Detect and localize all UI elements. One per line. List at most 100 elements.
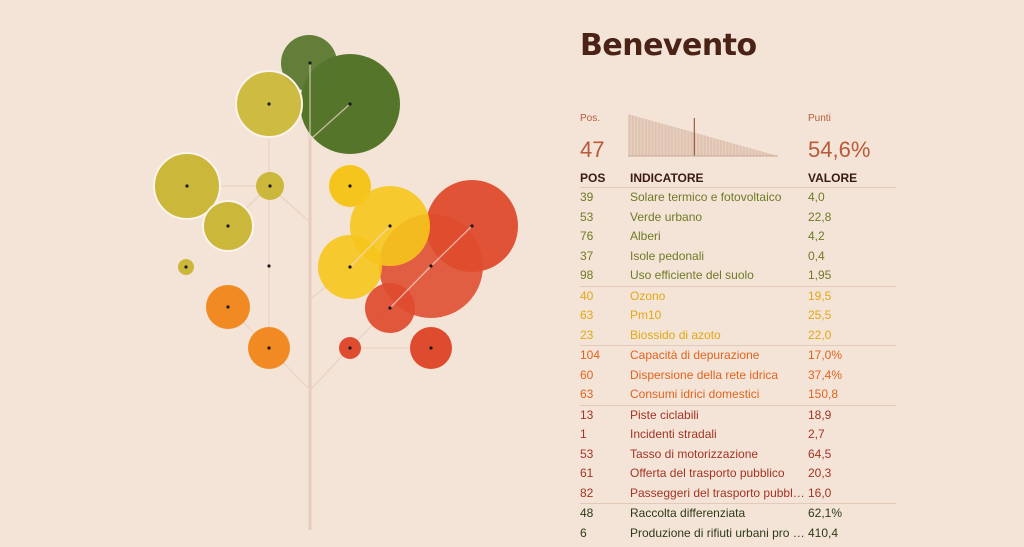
row-pos: 53 <box>580 209 594 224</box>
row-indicator: Passeggeri del trasporto pubblico <box>630 485 806 500</box>
table-row: 63 Consumi idrici domestici 150,8 <box>580 385 896 405</box>
table-row: 53 Tasso di motorizzazione 64,5 <box>580 445 896 465</box>
row-value: 62,1% <box>808 506 843 520</box>
node-dot <box>308 61 312 65</box>
row-pos: 40 <box>580 288 594 303</box>
row-pos: 39 <box>580 190 594 204</box>
row-pos: 53 <box>580 446 594 461</box>
row-indicator: Pm10 <box>630 308 662 322</box>
row-pos: 61 <box>580 466 594 480</box>
row-value: 17,0% <box>808 348 843 362</box>
row-value: 20,3 <box>808 466 832 480</box>
row-indicator: Alberi <box>630 229 661 243</box>
header-divider <box>580 187 896 188</box>
table-row: 60 Dispersione della rete idrica 37,4% <box>580 366 896 386</box>
node-dot <box>429 346 433 350</box>
row-indicator: Capacità di depurazione <box>630 348 760 362</box>
row-value: 22,0 <box>808 327 832 342</box>
row-value: 2,7 <box>808 427 825 441</box>
city-panel: Benevento Pos. 47 Punti 54,6% POS INDICA… <box>580 0 900 547</box>
table-row: 23 Biossido di azoto 22,0 <box>580 326 896 346</box>
node-dot <box>184 265 188 269</box>
table-row: 48 Raccolta differenziata 62,1% <box>580 503 896 524</box>
tree-node-dots <box>184 61 474 350</box>
node-dot <box>267 346 271 350</box>
row-value: 410,4 <box>808 525 839 540</box>
tree-branch-overlay <box>311 103 351 139</box>
header-indicator: INDICATORE <box>630 171 704 185</box>
row-indicator: Offerta del trasporto pubblico <box>630 466 785 480</box>
table-row: 6 Produzione di rifiuti urbani pro capite… <box>580 524 896 544</box>
bubble-tree-chart <box>153 35 518 530</box>
row-indicator: Verde urbano <box>630 209 703 224</box>
node-dot <box>226 224 230 228</box>
row-pos: 60 <box>580 367 594 382</box>
row-value: 16,0 <box>808 485 832 500</box>
row-indicator: Raccolta differenziata <box>630 506 746 520</box>
node-dot <box>348 265 352 269</box>
row-indicator: Biossido di azoto <box>630 327 721 342</box>
row-value: 19,5 <box>808 288 832 303</box>
table-row: 53 Verde urbano 22,8 <box>580 208 896 228</box>
indicator-table: 39 Solare termico e fotovoltaico 4,0 53 Verd… <box>580 188 896 543</box>
row-indicator: Solare termico e fotovoltaico <box>630 190 782 204</box>
node-dot <box>429 264 433 268</box>
city-title: Benevento <box>580 28 757 63</box>
node-dot <box>267 102 271 106</box>
table-row: 61 Offerta del trasporto pubblico 20,3 <box>580 464 896 484</box>
row-pos: 98 <box>580 268 594 282</box>
node-dot <box>268 184 272 188</box>
row-indicator: Uso efficiente del suolo <box>630 268 754 282</box>
row-pos: 63 <box>580 387 594 401</box>
row-value: 150,8 <box>808 387 839 401</box>
points-label: Punti <box>808 113 831 124</box>
table-row: 98 Uso efficiente del suolo 1,95 <box>580 266 896 286</box>
table-row: 63 Pm10 25,5 <box>580 306 896 326</box>
row-value: 18,9 <box>808 407 832 422</box>
node-dot <box>226 305 230 309</box>
node-dot <box>348 102 352 106</box>
ranking-distribution-chart <box>628 114 778 157</box>
header-pos: POS <box>580 171 606 185</box>
row-value: 64,5 <box>808 446 832 461</box>
row-indicator: Piste ciclabili <box>630 407 699 422</box>
row-value: 22,8 <box>808 209 832 224</box>
row-indicator: Dispersione della rete idrica <box>630 367 779 382</box>
row-indicator: Isole pedonali <box>630 248 705 263</box>
table-row: 13 Piste ciclabili 18,9 <box>580 404 896 426</box>
node-dot <box>185 184 189 188</box>
row-pos: 48 <box>580 506 594 520</box>
table-row: 37 Isole pedonali 0,4 <box>580 247 896 267</box>
tree-branch-overlay <box>430 225 473 267</box>
row-pos: 37 <box>580 248 594 263</box>
row-pos: 76 <box>580 229 594 243</box>
tree-bubbles <box>153 35 518 369</box>
row-value: 0,4 <box>808 248 825 263</box>
table-row: 39 Solare termico e fotovoltaico 4,0 <box>580 188 896 208</box>
node-dot <box>388 306 392 310</box>
node-dot <box>348 184 352 188</box>
tree-branch-overlay <box>389 265 432 309</box>
table-row: 76 Alberi 4,2 <box>580 227 896 247</box>
row-pos: 1 <box>580 427 587 441</box>
node-dot <box>348 346 352 350</box>
points-value: 54,6% <box>808 137 871 162</box>
header-value: VALORE <box>808 171 858 185</box>
row-pos: 104 <box>580 348 601 362</box>
row-value: 4,0 <box>808 190 825 204</box>
pos-value: 47 <box>580 137 605 162</box>
row-value: 4,2 <box>808 229 825 243</box>
pos-label: Pos. <box>580 113 601 124</box>
row-pos: 13 <box>580 407 594 422</box>
row-indicator: Consumi idrici domestici <box>630 387 760 401</box>
row-indicator: Ozono <box>630 288 666 303</box>
row-indicator: Produzione di rifiuti urbani pro capite <box>630 525 806 540</box>
table-row: 1 Incidenti stradali 2,7 <box>580 425 896 445</box>
tree-branch-overlay <box>349 225 391 268</box>
table-row: 104 Capacità di depurazione 17,0% <box>580 345 896 366</box>
row-value: 25,5 <box>808 308 832 322</box>
row-indicator: Tasso di motorizzazione <box>630 446 759 461</box>
row-value: 37,4% <box>808 367 843 382</box>
row-indicator: Incidenti stradali <box>630 427 717 441</box>
row-pos: 63 <box>580 308 594 322</box>
